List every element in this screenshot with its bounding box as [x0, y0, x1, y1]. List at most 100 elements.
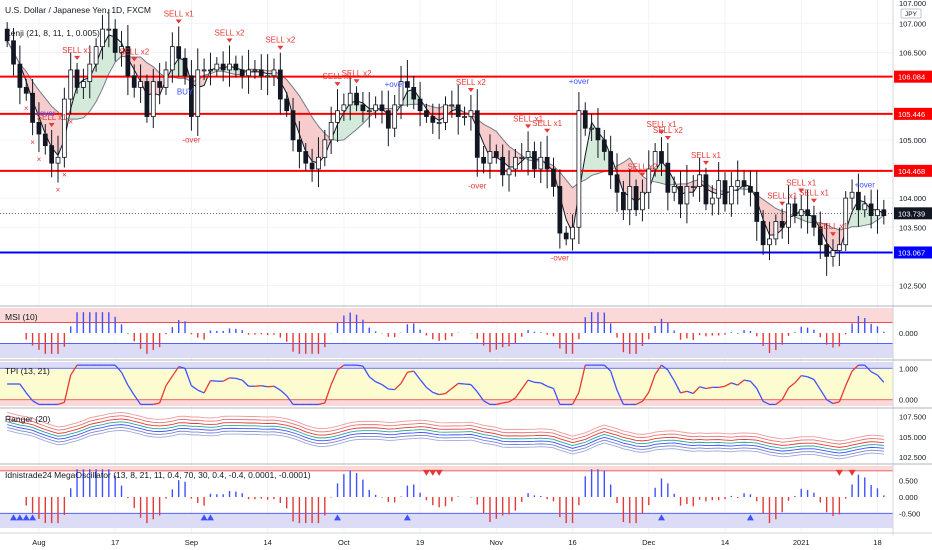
- candle[interactable]: [462, 106, 467, 126]
- candle[interactable]: [81, 68, 86, 99]
- candle[interactable]: [347, 76, 353, 121]
- candle[interactable]: [671, 176, 677, 202]
- candle[interactable]: [678, 170, 683, 219]
- candle[interactable]: [208, 52, 213, 86]
- candle[interactable]: [4, 22, 10, 48]
- candle[interactable]: [811, 205, 817, 237]
- candle[interactable]: [106, 9, 112, 48]
- candle[interactable]: [424, 103, 429, 123]
- candle[interactable]: [189, 60, 194, 131]
- candle[interactable]: [652, 143, 658, 177]
- candle[interactable]: [773, 214, 779, 246]
- candle[interactable]: [366, 92, 372, 128]
- mega-oscillator-pane[interactable]: [0, 466, 893, 528]
- candle[interactable]: [74, 62, 80, 94]
- candle[interactable]: [595, 108, 601, 158]
- candle[interactable]: [805, 189, 810, 234]
- candle[interactable]: [646, 150, 652, 210]
- candle[interactable]: [379, 90, 385, 124]
- candle[interactable]: [42, 124, 48, 155]
- candle[interactable]: [830, 239, 836, 267]
- candle[interactable]: [563, 226, 569, 246]
- candle[interactable]: [608, 135, 614, 189]
- candle[interactable]: [309, 148, 315, 182]
- candle[interactable]: [627, 169, 633, 226]
- msi-pane[interactable]: [0, 308, 893, 358]
- candle[interactable]: [443, 96, 448, 130]
- candle[interactable]: [659, 137, 664, 177]
- candle[interactable]: [506, 150, 512, 192]
- candle[interactable]: [214, 57, 220, 77]
- candle[interactable]: [582, 102, 588, 136]
- candle[interactable]: [233, 55, 239, 78]
- candle[interactable]: [316, 137, 321, 188]
- candle[interactable]: [239, 55, 245, 89]
- candle[interactable]: [474, 89, 480, 177]
- candle[interactable]: [411, 76, 417, 110]
- candle[interactable]: [728, 172, 734, 217]
- candle[interactable]: [182, 48, 188, 85]
- candle[interactable]: [849, 179, 855, 210]
- candle[interactable]: [30, 78, 35, 136]
- candle[interactable]: [792, 195, 798, 224]
- candle[interactable]: [614, 153, 620, 212]
- candle[interactable]: [665, 143, 671, 211]
- candle[interactable]: [500, 144, 506, 187]
- candle[interactable]: [824, 223, 830, 276]
- candle[interactable]: [836, 227, 842, 267]
- candle[interactable]: [640, 179, 645, 222]
- candle[interactable]: [881, 199, 887, 225]
- candle[interactable]: [557, 169, 563, 249]
- candle[interactable]: [875, 189, 880, 234]
- candle[interactable]: [176, 26, 182, 77]
- candle[interactable]: [735, 160, 741, 205]
- candle[interactable]: [843, 191, 849, 252]
- candle[interactable]: [633, 179, 639, 217]
- candle[interactable]: [119, 30, 124, 67]
- candle[interactable]: [786, 185, 791, 245]
- candle[interactable]: [201, 58, 207, 81]
- candle[interactable]: [61, 87, 67, 168]
- candle[interactable]: [23, 78, 29, 101]
- candle[interactable]: [621, 180, 626, 220]
- candle[interactable]: [684, 164, 690, 224]
- candle[interactable]: [265, 54, 270, 96]
- candle[interactable]: [856, 173, 861, 227]
- candle[interactable]: [169, 32, 175, 83]
- candle[interactable]: [868, 189, 874, 229]
- candle[interactable]: [297, 121, 302, 169]
- candle[interactable]: [601, 129, 607, 161]
- candle[interactable]: [252, 60, 258, 79]
- candle[interactable]: [525, 131, 531, 176]
- candle[interactable]: [513, 148, 518, 177]
- candle[interactable]: [360, 92, 366, 123]
- candle[interactable]: [398, 65, 404, 120]
- candle[interactable]: [100, 14, 105, 60]
- candle[interactable]: [697, 157, 702, 202]
- candle[interactable]: [481, 145, 486, 174]
- candle[interactable]: [754, 170, 760, 241]
- candle[interactable]: [589, 113, 594, 142]
- candle[interactable]: [519, 143, 525, 171]
- candle[interactable]: [36, 102, 42, 153]
- candle[interactable]: [436, 103, 442, 140]
- candle[interactable]: [335, 89, 340, 142]
- candle[interactable]: [493, 144, 499, 164]
- candle[interactable]: [703, 167, 709, 211]
- candle[interactable]: [131, 64, 137, 98]
- candle[interactable]: [112, 19, 118, 62]
- candle[interactable]: [716, 161, 722, 215]
- candle[interactable]: [144, 74, 150, 123]
- candle[interactable]: [138, 64, 143, 103]
- candle[interactable]: [817, 211, 823, 259]
- candle[interactable]: [405, 60, 410, 107]
- candle[interactable]: [544, 135, 550, 189]
- candle[interactable]: [303, 143, 309, 171]
- candle[interactable]: [49, 129, 55, 178]
- candle[interactable]: [570, 214, 575, 251]
- candle[interactable]: [11, 27, 16, 76]
- candle[interactable]: [722, 172, 728, 212]
- candle[interactable]: [385, 90, 391, 147]
- candle[interactable]: [258, 54, 264, 90]
